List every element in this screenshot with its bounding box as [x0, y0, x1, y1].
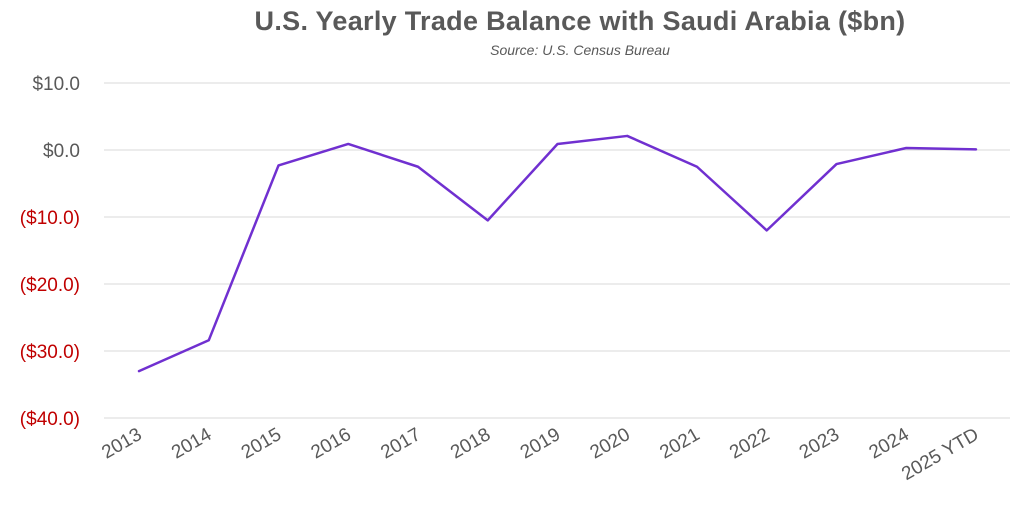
x-tick-label: 2025 YTD [898, 424, 982, 485]
x-tick-label: 2022 [726, 424, 773, 463]
chart-title: U.S. Yearly Trade Balance with Saudi Ara… [254, 6, 906, 36]
chart-subtitle: Source: U.S. Census Bureau [490, 42, 670, 58]
x-tick-label: 2015 [238, 424, 285, 463]
y-tick-label: $0.0 [43, 141, 80, 162]
x-tick-label: 2016 [308, 424, 355, 463]
y-tick-label: ($10.0) [20, 208, 80, 229]
x-tick-label: 2014 [168, 424, 215, 464]
x-tick-label: 2021 [656, 424, 703, 463]
x-tick-label: 2018 [447, 424, 494, 463]
y-tick-label: $10.0 [32, 74, 80, 95]
y-tick-label: ($40.0) [20, 409, 80, 430]
y-tick-label: ($20.0) [20, 275, 80, 296]
x-tick-label: 2024 [866, 424, 913, 464]
series-line [137, 134, 978, 373]
x-tick-label: 2023 [796, 424, 843, 463]
x-tick-label: 2020 [587, 424, 634, 463]
x-tick-label: 2013 [98, 424, 145, 463]
x-tick-label: 2019 [517, 424, 564, 463]
y-tick-label: ($30.0) [20, 342, 80, 363]
x-tick-label: 2017 [377, 424, 424, 463]
